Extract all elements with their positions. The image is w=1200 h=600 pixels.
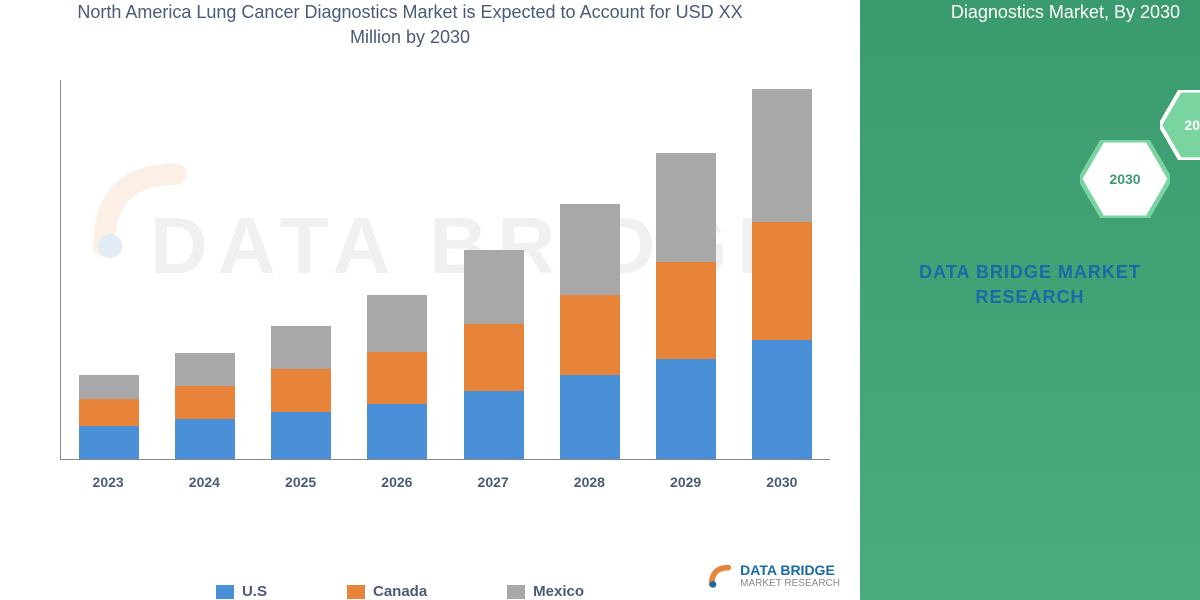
bar-group	[367, 295, 427, 459]
chart-area: 2023 2024 2025 2026 2027 2028 2029 2030	[60, 80, 830, 500]
bar-segment	[175, 386, 235, 419]
bar-segment	[79, 375, 139, 399]
bar-segment	[79, 426, 139, 459]
bar-segment	[367, 352, 427, 404]
legend-label: U.S	[242, 583, 267, 600]
bar-segment	[656, 262, 716, 359]
bar-segment	[752, 222, 812, 341]
footer-logo-text-wrap: DATA BRIDGE MARKET RESEARCH	[740, 563, 840, 589]
hexagon-2030-label: 2030	[1109, 171, 1140, 187]
footer-logo-icon	[706, 562, 734, 590]
bar-segment	[464, 324, 524, 391]
bar-segment	[560, 375, 620, 459]
legend-item: Canada	[347, 583, 427, 600]
x-axis-label: 2026	[367, 474, 427, 490]
x-axis-label: 2023	[78, 474, 138, 490]
legend-item: U.S	[216, 583, 267, 600]
bar-segment	[560, 204, 620, 294]
x-axis-label: 2025	[271, 474, 331, 490]
legend-label: Canada	[373, 583, 427, 600]
bars-container	[60, 80, 830, 460]
bar-segment	[79, 399, 139, 426]
bar-segment	[271, 412, 331, 460]
bar-group	[271, 326, 331, 459]
bar-segment	[271, 369, 331, 412]
hexagon-2030: 2030	[1080, 140, 1170, 218]
bar-segment	[560, 295, 620, 376]
bar-segment	[656, 153, 716, 262]
bar-segment	[367, 295, 427, 352]
legend-item: Mexico	[507, 583, 584, 600]
right-panel-title: Diagnostics Market, By 2030	[860, 0, 1200, 25]
footer-logo-text: DATA BRIDGE	[740, 563, 840, 578]
bar-segment	[367, 404, 427, 459]
bar-group	[752, 89, 812, 460]
bar-segment	[656, 359, 716, 459]
right-panel: Diagnostics Market, By 2030 2030 2023 DA…	[860, 0, 1200, 600]
legend-swatch	[216, 585, 234, 599]
x-axis-labels: 2023 2024 2025 2026 2027 2028 2029 2030	[60, 474, 830, 490]
x-axis-label: 2030	[752, 474, 812, 490]
brand-text: DATA BRIDGE MARKET RESEARCH	[910, 260, 1150, 310]
x-axis-label: 2024	[174, 474, 234, 490]
bar-segment	[271, 326, 331, 369]
bar-group	[79, 375, 139, 459]
chart-legend: U.S Canada Mexico	[100, 583, 700, 600]
hexagon-2023: 2023	[1160, 90, 1200, 160]
legend-swatch	[507, 585, 525, 599]
bar-segment	[464, 391, 524, 459]
bar-group	[464, 250, 524, 459]
bar-segment	[752, 89, 812, 222]
bar-segment	[752, 340, 812, 459]
bar-segment	[175, 353, 235, 386]
bar-group	[560, 204, 620, 459]
legend-label: Mexico	[533, 583, 584, 600]
x-axis-label: 2027	[463, 474, 523, 490]
footer-logo: DATA BRIDGE MARKET RESEARCH	[706, 562, 840, 590]
x-axis-label: 2028	[559, 474, 619, 490]
hexagon-2023-label: 2023	[1184, 117, 1200, 133]
bar-group	[175, 353, 235, 459]
bar-group	[656, 153, 716, 459]
bar-segment	[175, 419, 235, 459]
chart-title: North America Lung Cancer Diagnostics Ma…	[60, 0, 760, 50]
legend-swatch	[347, 585, 365, 599]
x-axis-label: 2029	[656, 474, 716, 490]
bar-segment	[464, 250, 524, 324]
footer-logo-sub: MARKET RESEARCH	[740, 578, 840, 589]
